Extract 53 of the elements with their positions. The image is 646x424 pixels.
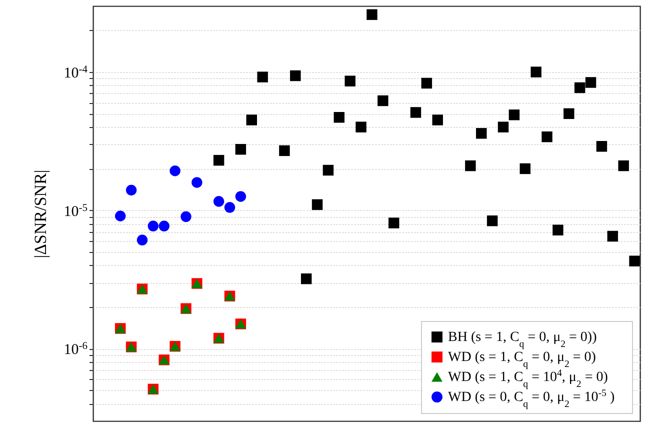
point <box>564 108 574 120</box>
point <box>213 196 224 207</box>
point <box>520 163 530 174</box>
point <box>300 273 312 284</box>
point <box>508 109 520 120</box>
point <box>114 210 126 222</box>
point <box>334 112 345 123</box>
y-tick-label: 10$^{-6}$ <box>64 340 88 358</box>
y-tick-label: 10$^{-5}$ <box>64 202 88 220</box>
point <box>410 107 422 118</box>
legend-label: WD (s = 0, C$_{q}$ = 0, μ$_{2}$ = 10$^{-5}$ ) <box>448 388 615 410</box>
point <box>192 177 202 188</box>
point <box>574 82 586 94</box>
point <box>170 165 180 176</box>
point <box>136 234 148 246</box>
point <box>290 70 301 82</box>
point <box>607 230 618 242</box>
point <box>476 128 487 139</box>
point <box>312 199 323 210</box>
point <box>366 9 378 20</box>
point <box>421 78 432 89</box>
point <box>224 202 236 213</box>
point <box>629 256 640 266</box>
point <box>465 160 476 172</box>
point <box>257 72 268 82</box>
point <box>552 224 564 236</box>
point <box>388 218 400 228</box>
point <box>322 164 334 176</box>
point <box>542 131 552 142</box>
point <box>126 184 137 196</box>
point <box>148 220 159 232</box>
point <box>378 95 388 106</box>
point <box>235 144 246 155</box>
point <box>158 220 170 232</box>
point <box>344 76 356 86</box>
point <box>596 141 608 152</box>
point <box>180 211 192 222</box>
point <box>530 66 542 78</box>
point <box>235 191 246 202</box>
point <box>213 154 224 166</box>
y-axis-title: |ΔSNR/SNR| <box>31 170 50 258</box>
legend-label: WD (s = 1, C$_{q}$ = 0, μ$_{2}$ = 0) <box>448 350 596 370</box>
point <box>498 122 509 132</box>
point <box>618 160 629 172</box>
point <box>356 122 366 132</box>
legend-label: BH (s = 1, C$_{q}$ = 0, μ$_{2}$ = 0)) <box>448 330 598 350</box>
legend-label: WD (s = 1, C$_{q}$ = 10$^{4}$, μ$_{2}$ = 0) <box>448 368 608 390</box>
point <box>246 114 257 126</box>
point <box>432 114 443 126</box>
point <box>486 215 498 226</box>
y-tick-label: 10$^{-4}$ <box>64 64 88 82</box>
point <box>279 145 290 156</box>
point <box>585 77 596 88</box>
